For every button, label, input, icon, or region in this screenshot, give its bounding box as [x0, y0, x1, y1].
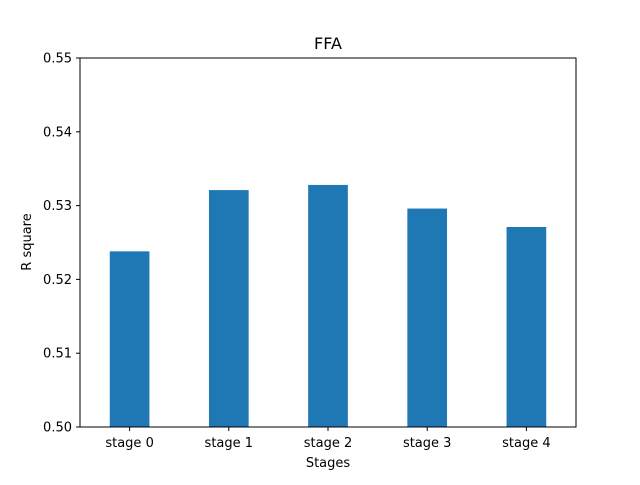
x-tick-label: stage 0: [105, 436, 154, 451]
y-tick-label: 0.53: [43, 199, 72, 214]
bar-stage-1: [208, 190, 249, 427]
bar-stage-3: [407, 208, 448, 427]
y-tick-label: 0.54: [43, 125, 72, 140]
x-tick-label: stage 3: [403, 436, 452, 451]
bars-group: [109, 184, 547, 427]
y-tick-label: 0.50: [43, 421, 72, 436]
x-axis-ticks: stage 0 stage 1 stage 2 stage 3 stage 4: [105, 427, 551, 451]
chart-title: FFA: [314, 34, 342, 53]
x-tick-label: stage 2: [304, 436, 353, 451]
x-tick-label: stage 1: [205, 436, 254, 451]
x-tick-label: stage 4: [502, 436, 551, 451]
bar-stage-0: [109, 251, 150, 427]
y-axis-label: R square: [20, 213, 35, 270]
y-axis-ticks: 0.50 0.51 0.52 0.53 0.54 0.55: [43, 52, 80, 436]
x-axis-label: Stages: [306, 456, 351, 471]
bar-stage-4: [506, 227, 547, 427]
y-tick-label: 0.51: [43, 347, 72, 362]
y-tick-label: 0.55: [43, 52, 72, 67]
y-tick-label: 0.52: [43, 273, 72, 288]
plot-frame: [79, 57, 577, 428]
bar-stage-2: [308, 184, 348, 427]
